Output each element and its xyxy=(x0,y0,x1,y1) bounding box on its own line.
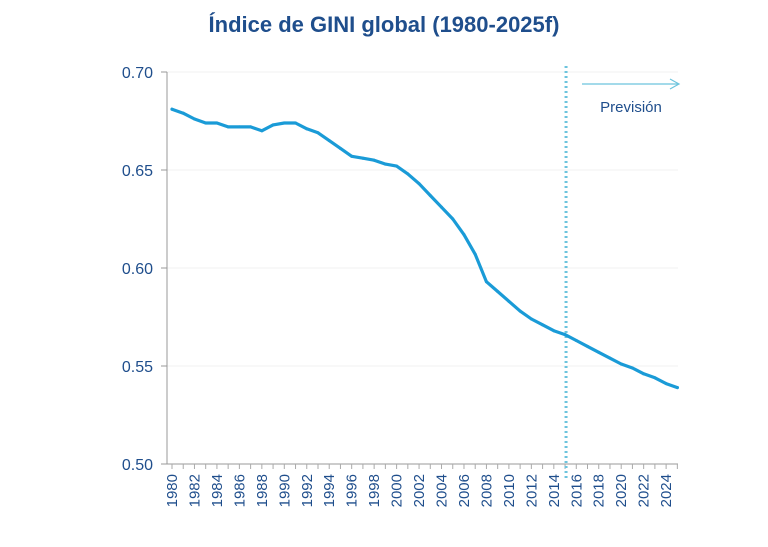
y-tick-label: 0.50 xyxy=(122,457,153,474)
x-tick-label: 1992 xyxy=(299,474,316,507)
data-point xyxy=(630,366,634,370)
data-point xyxy=(305,127,309,131)
data-point xyxy=(350,154,354,158)
x-tick-label: 1990 xyxy=(276,474,293,507)
data-point xyxy=(271,123,275,127)
data-point xyxy=(170,107,174,111)
data-point xyxy=(181,111,185,115)
data-point xyxy=(383,162,387,166)
data-point xyxy=(484,280,488,284)
y-tick-label: 0.60 xyxy=(122,261,153,278)
data-point xyxy=(372,158,376,162)
gini-series-line xyxy=(170,107,679,390)
data-point xyxy=(249,125,253,129)
data-point xyxy=(440,205,444,209)
data-point xyxy=(574,339,578,343)
y-tick-label: 0.65 xyxy=(122,163,153,180)
x-tick-label: 1986 xyxy=(231,474,248,507)
data-point xyxy=(518,309,522,313)
data-point xyxy=(237,125,241,129)
data-point xyxy=(192,117,196,121)
x-tick-label: 2016 xyxy=(568,474,585,507)
data-point xyxy=(675,386,679,390)
data-point xyxy=(642,372,646,376)
data-point xyxy=(653,376,657,380)
x-tick-label: 2010 xyxy=(501,474,518,507)
x-tick-label: 2012 xyxy=(523,474,540,507)
data-point xyxy=(260,129,264,133)
x-tick-label: 1994 xyxy=(321,474,338,507)
data-point xyxy=(541,323,545,327)
data-point xyxy=(428,193,432,197)
data-point xyxy=(619,362,623,366)
x-tick-label: 1982 xyxy=(186,474,203,507)
forecast-label: Previsión xyxy=(600,99,662,116)
data-point xyxy=(552,329,556,333)
data-point xyxy=(215,121,219,125)
y-tick-label: 0.55 xyxy=(122,359,153,376)
data-point xyxy=(338,146,342,150)
data-point xyxy=(316,131,320,135)
data-point xyxy=(361,156,365,160)
data-point xyxy=(395,164,399,168)
arrow-head-icon xyxy=(669,78,681,90)
x-tick-label: 2004 xyxy=(434,474,451,507)
x-tick-label: 2018 xyxy=(591,474,608,507)
x-tick-label: 2002 xyxy=(411,474,428,507)
data-point xyxy=(507,299,511,303)
data-point xyxy=(294,121,298,125)
x-tick-label: 2020 xyxy=(613,474,630,507)
data-point xyxy=(462,233,466,237)
data-point xyxy=(282,121,286,125)
x-tick-label: 2000 xyxy=(389,474,406,507)
x-tick-label: 1988 xyxy=(254,474,271,507)
x-tick-label: 2022 xyxy=(636,474,653,507)
x-tick-label: 2024 xyxy=(658,474,675,507)
x-tick-label: 1980 xyxy=(164,474,181,507)
x-tick-label: 1996 xyxy=(344,474,361,507)
x-tick-label: 2006 xyxy=(456,474,473,507)
data-point xyxy=(473,252,477,256)
data-point xyxy=(327,139,331,143)
data-point xyxy=(563,333,567,337)
data-point xyxy=(597,350,601,354)
data-point xyxy=(226,125,230,129)
chart-title: Índice de GINI global (1980-2025f) xyxy=(208,12,560,37)
data-point xyxy=(204,121,208,125)
data-point xyxy=(608,356,612,360)
data-point xyxy=(664,382,668,386)
x-tick-label: 2014 xyxy=(546,474,563,507)
x-tick-label: 2008 xyxy=(478,474,495,507)
data-point xyxy=(417,182,421,186)
data-point xyxy=(406,172,410,176)
y-tick-label: 0.70 xyxy=(122,65,153,82)
data-point xyxy=(451,217,455,221)
data-point xyxy=(586,344,590,348)
data-point xyxy=(496,290,500,294)
x-tick-label: 1998 xyxy=(366,474,383,507)
x-tick-label: 1984 xyxy=(209,474,226,507)
data-point xyxy=(529,317,533,321)
